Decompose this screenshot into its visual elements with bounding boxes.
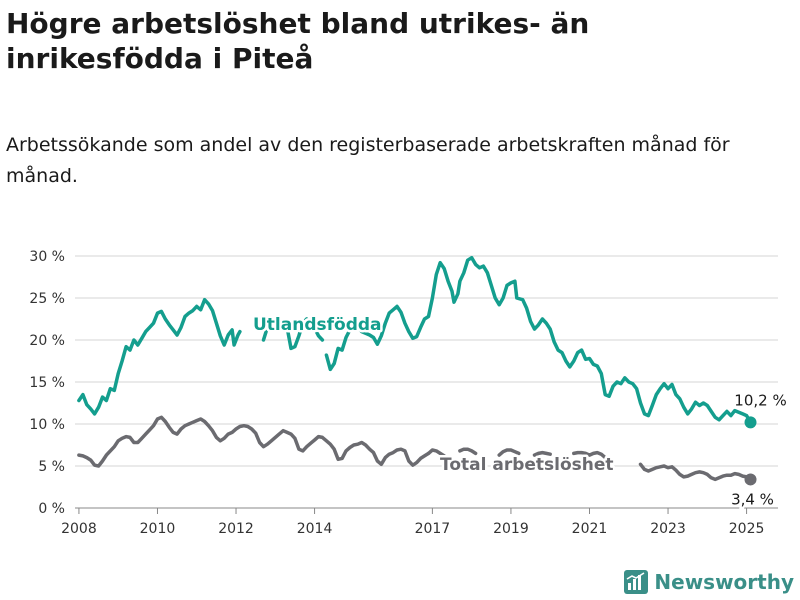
- series-line-total: [426, 448, 446, 458]
- brand-name: Newsworthy: [654, 570, 794, 594]
- end-value-label-utlandsfodda: 10,2 %: [734, 391, 786, 409]
- series-line-utlandsfodda: [324, 255, 753, 425]
- x-tick-label: 2014: [297, 521, 333, 537]
- y-tick-label: 15 %: [29, 375, 65, 391]
- x-tick-label: 2017: [415, 521, 451, 537]
- series-line-total: [572, 450, 607, 460]
- series-label-total: Total arbetslöshet: [440, 455, 614, 475]
- x-tick-label: 2008: [61, 521, 97, 537]
- series-line-total: [458, 447, 478, 456]
- x-tick-label: 2025: [729, 521, 765, 537]
- end-value-label-total: 3,4 %: [731, 490, 774, 508]
- x-tick-label: 2012: [218, 521, 254, 537]
- y-tick-label: 25 %: [29, 291, 65, 307]
- x-tick-label: 2021: [572, 521, 608, 537]
- x-tick-label: 2010: [140, 521, 176, 537]
- series-line-total: [532, 450, 552, 457]
- series-line-total: [497, 448, 521, 457]
- series-end-point: [744, 416, 757, 429]
- newsworthy-logo-icon: [624, 570, 649, 594]
- series-end-point: [744, 473, 757, 486]
- page-title: Högre arbetslöshet bland utrikes- än inr…: [6, 7, 590, 75]
- series-line-total: [638, 462, 753, 482]
- axes: 0 % 5 % 10 % 15 % 20 % 25 % 30 % 2008 2010 2012 20…: [29, 249, 764, 537]
- gridlines: [75, 255, 778, 509]
- brand-logo: Newsworthy: [624, 570, 794, 594]
- series-labels: Utlandsfödda Total arbetslöshet 10,2 % 3,4 …: [251, 313, 789, 511]
- series-line-utlandsfodda: [261, 317, 325, 351]
- y-tick-label: 30 %: [29, 249, 65, 265]
- x-tick-label: 2023: [650, 521, 686, 537]
- y-tick-label: 10 %: [29, 417, 65, 433]
- series-label-utlandsfodda: Utlandsfödda: [253, 315, 382, 335]
- y-tick-label: 0 %: [38, 501, 65, 517]
- series-line-total: [77, 415, 431, 468]
- series-line-utlandsfodda: [77, 297, 242, 416]
- x-tick-label: 2019: [493, 521, 529, 537]
- chart-subtitle: Arbetssökande som andel av den registerb…: [6, 134, 730, 187]
- series-lines: [77, 255, 757, 486]
- y-tick-label: 20 %: [29, 333, 65, 349]
- y-tick-label: 5 %: [38, 459, 65, 475]
